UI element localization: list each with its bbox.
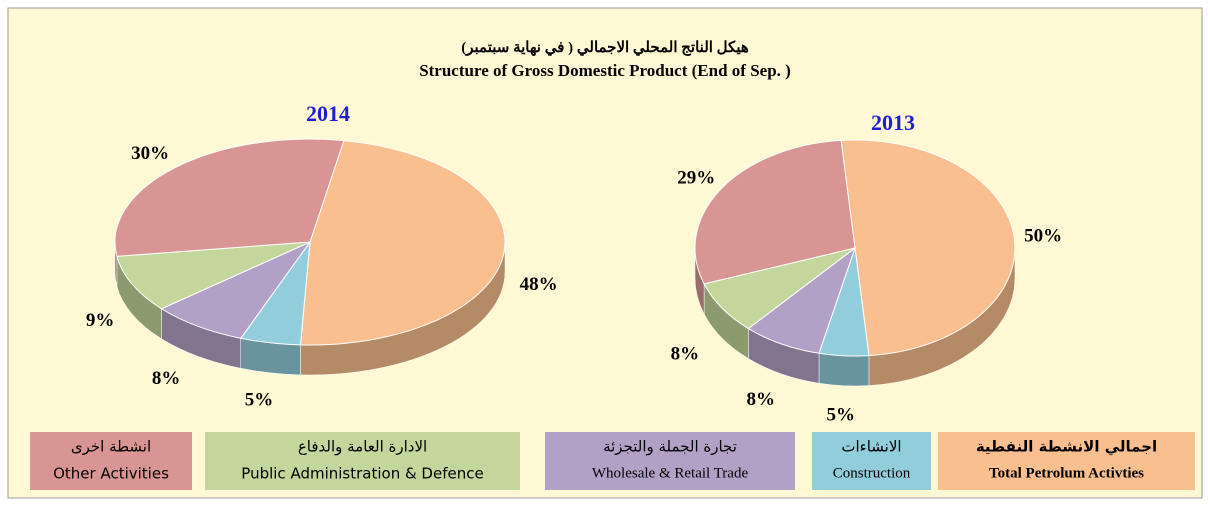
pie-slice bbox=[694, 139, 856, 285]
data-label: 9% bbox=[86, 310, 115, 331]
legend-swatch bbox=[30, 432, 192, 490]
pie-slice bbox=[299, 140, 506, 346]
legend-swatch bbox=[938, 432, 1195, 490]
pie-slice bbox=[160, 240, 312, 339]
data-label: 8% bbox=[747, 389, 776, 410]
pie-slice bbox=[840, 139, 1016, 357]
legend-label-en: Other Activities bbox=[53, 465, 169, 483]
legend-label-ar: انشطة اخرى bbox=[71, 438, 151, 456]
data-label: 8% bbox=[152, 368, 181, 389]
data-label: 30% bbox=[131, 143, 169, 164]
title-ar: هيكل الناتج المحلي الاجمالي ( في نهاية س… bbox=[461, 40, 749, 57]
legend-swatch bbox=[545, 432, 795, 490]
data-label: 48% bbox=[520, 274, 558, 295]
pie-slice bbox=[116, 241, 311, 310]
data-label: 29% bbox=[677, 167, 715, 188]
pie-title: 2014 bbox=[306, 101, 350, 126]
pie-slice-side bbox=[818, 352, 870, 387]
data-label: 8% bbox=[671, 343, 700, 364]
legend-label-en: Wholesale & Retail Trade bbox=[592, 465, 749, 481]
pie-slice bbox=[114, 138, 345, 257]
legend-label-en: Public Administration & Defence bbox=[241, 465, 483, 483]
legend-label-en: Total Petrolum Activties bbox=[989, 465, 1144, 481]
pie-title: 2013 bbox=[871, 110, 915, 135]
title-en: Structure of Gross Domestic Product (End… bbox=[419, 61, 791, 80]
legend-label-ar: تجارة الجملة والتجزئة bbox=[603, 438, 737, 456]
legend-swatch bbox=[205, 432, 520, 490]
data-label: 5% bbox=[245, 389, 274, 410]
legend-swatch bbox=[812, 432, 931, 490]
data-label: 5% bbox=[826, 404, 855, 425]
legend-label-ar: الادارة العامة والدفاع bbox=[298, 438, 427, 456]
legend-label-en: Construction bbox=[833, 465, 911, 481]
legend-label-ar: الانشاءات bbox=[841, 438, 901, 456]
legend-label-ar: اجمالي الانشطة النفطية bbox=[976, 438, 1157, 456]
data-label: 50% bbox=[1024, 225, 1062, 246]
